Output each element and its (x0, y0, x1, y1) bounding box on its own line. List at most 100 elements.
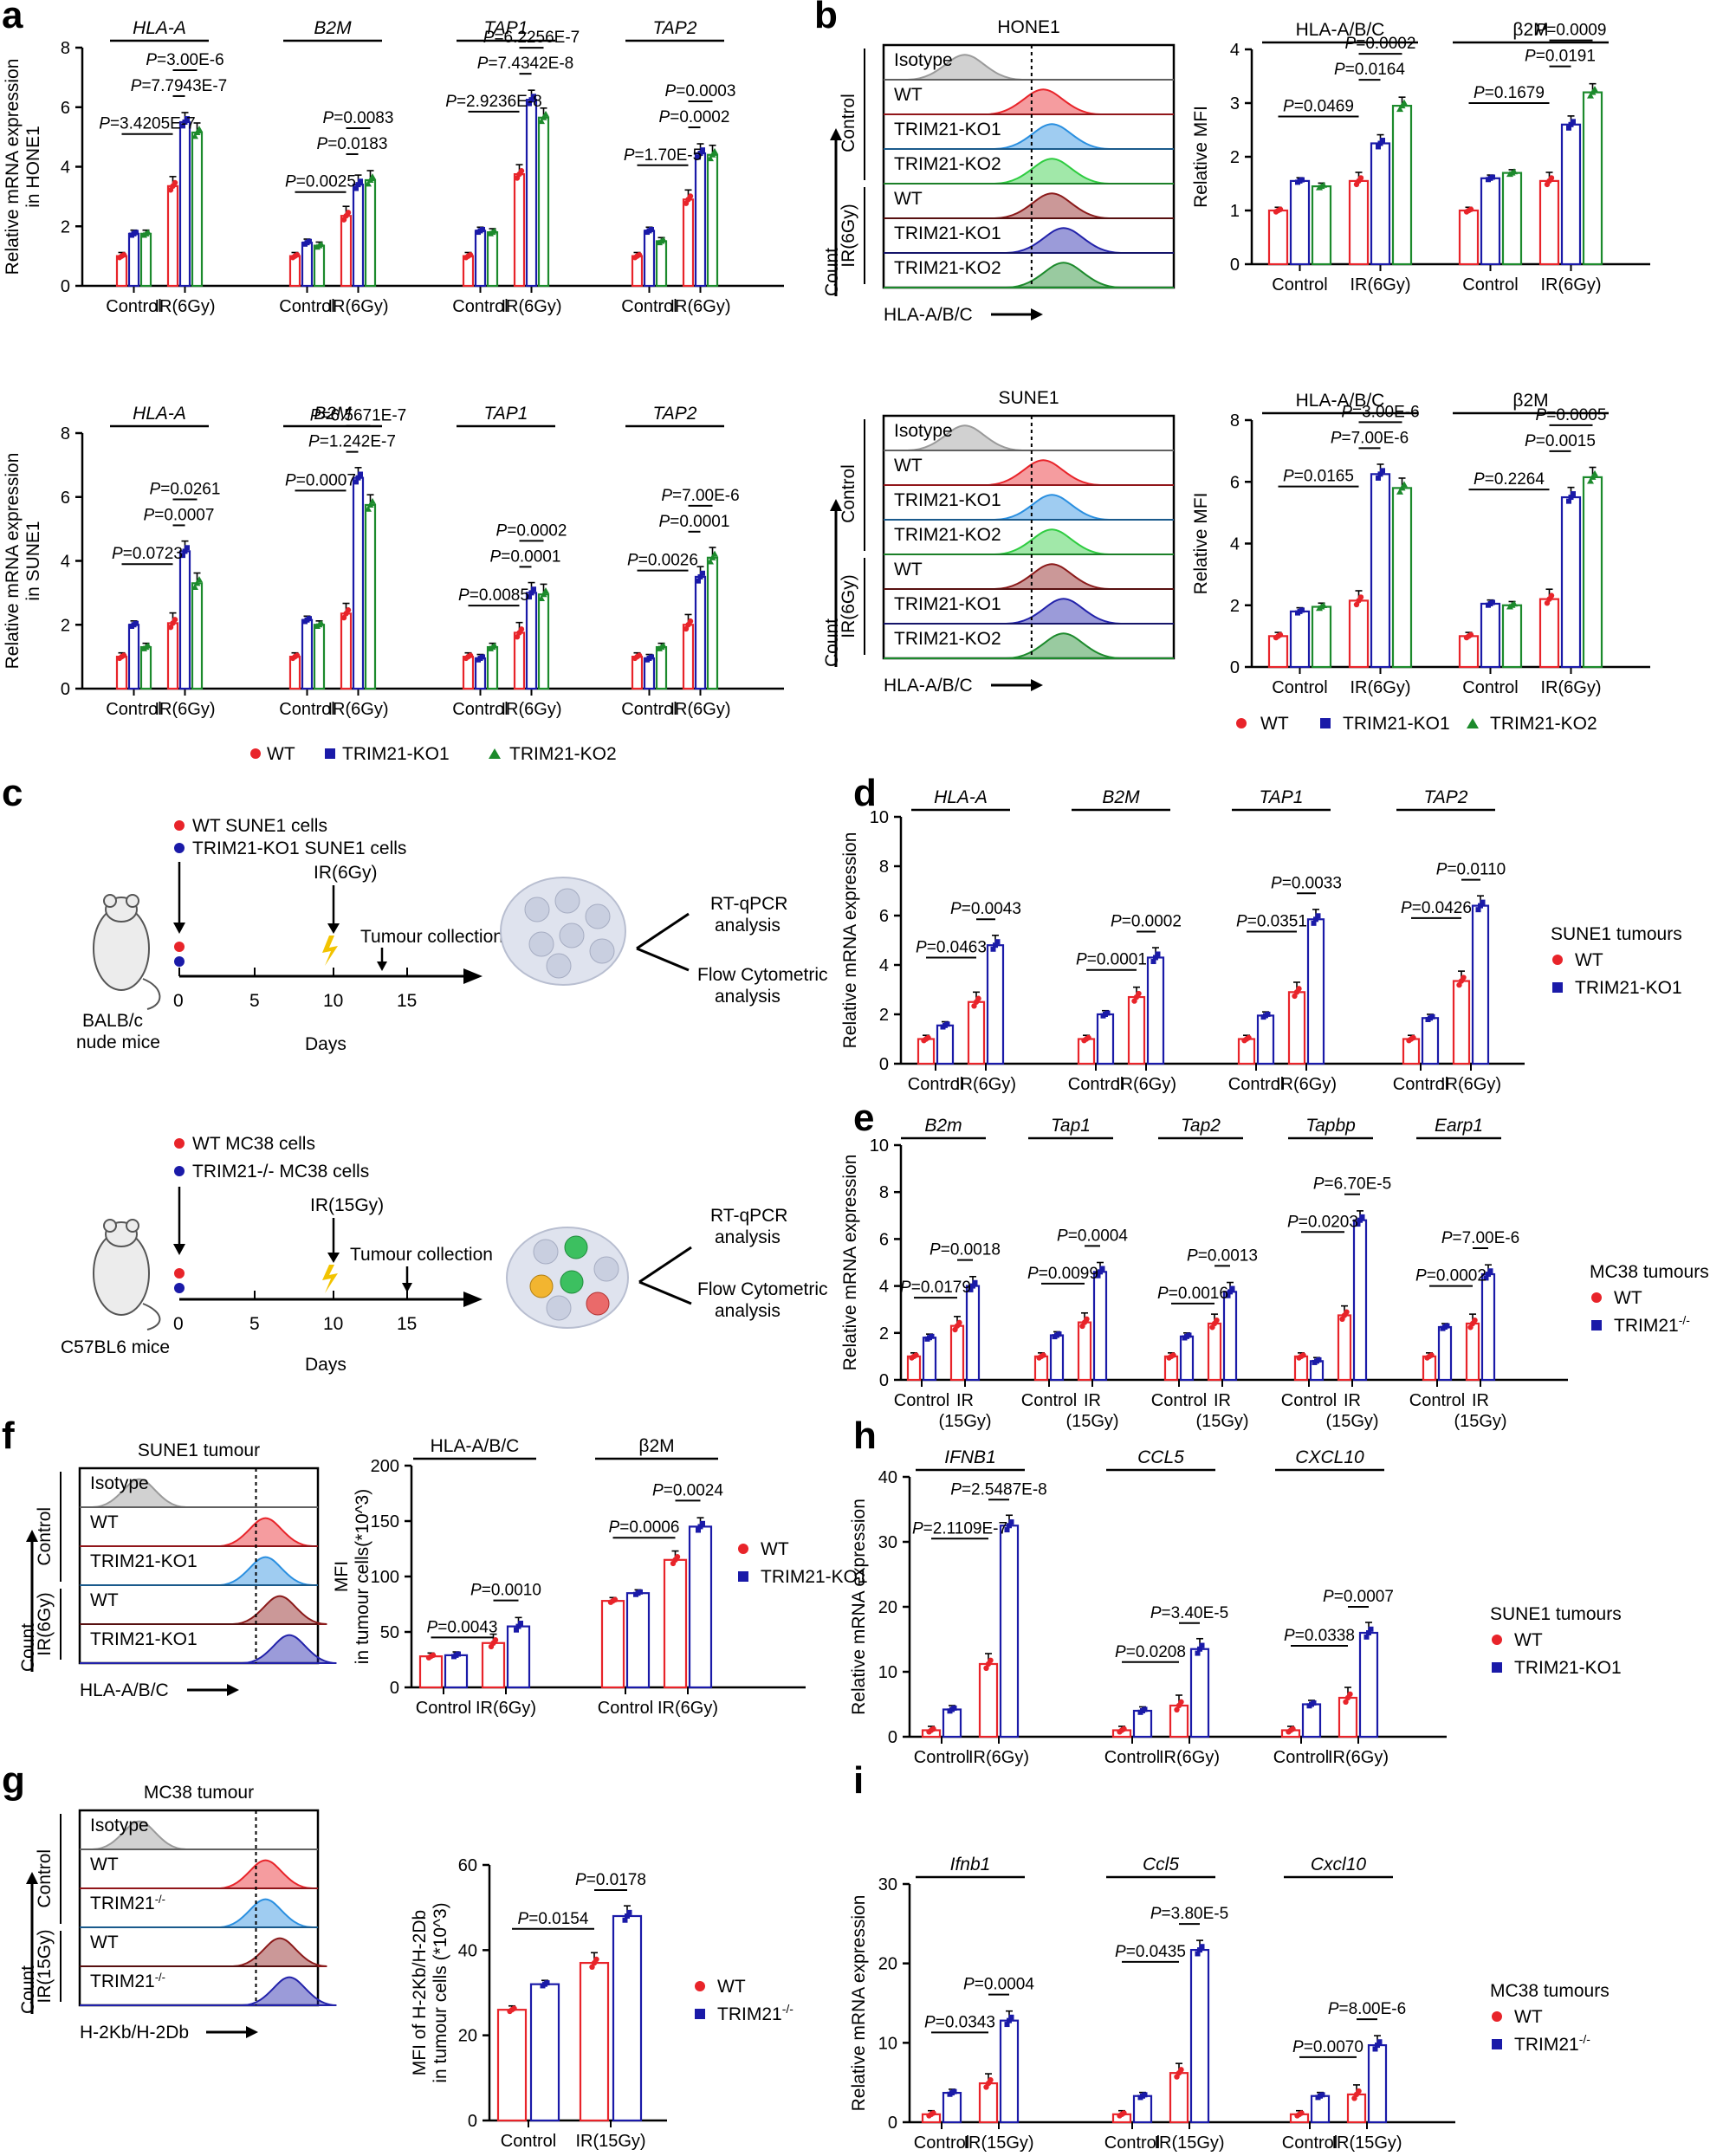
pvalue-bracket-wt-label: P=0.0469 (1283, 98, 1354, 116)
bar-wt (1465, 1322, 1480, 1382)
legend-marker (1552, 982, 1563, 993)
legend-marker (1552, 955, 1563, 965)
y-tick-label: 100 (371, 1568, 399, 1587)
x-group-label: IR(6Gy) (1328, 1748, 1389, 1767)
bar-wt (496, 2009, 528, 2122)
bar-trim21ko1 (999, 1525, 1020, 1738)
data-point (625, 1913, 630, 1919)
flow-row-label: WT (894, 456, 923, 476)
flow-row-label: Isotype (894, 50, 953, 70)
timeline-arrowhead-top (463, 968, 483, 984)
flow-histogram-curve (80, 1976, 337, 2006)
legend-b-wt-marker (1236, 718, 1247, 728)
data-point (1199, 1642, 1205, 1648)
y-tick-label: 20 (458, 2027, 477, 2046)
pvalue-bracket-ko1-label: P=0.0110 (1436, 861, 1506, 879)
data-point (365, 180, 372, 187)
timeline-tick-10-b: 10 (323, 1314, 343, 1334)
pvalue-bracket-ko2-label: P=0.0009 (1536, 22, 1607, 40)
pvalue-bracket-ko1-label: P=0.0015 (1525, 432, 1596, 450)
data-point (196, 576, 203, 583)
pvalue-bracket-wt-label: P=0.0723 (112, 545, 183, 563)
data-point (1571, 491, 1576, 497)
x-group-label: IR(6Gy) (1116, 1075, 1176, 1094)
data-point (944, 1021, 950, 1027)
y-axis-label: Relative mRNA expression (840, 832, 860, 1049)
legend-ko-mc38-dot (174, 1166, 185, 1176)
data-point (660, 642, 667, 649)
y-tick-label: 2 (1230, 148, 1240, 167)
legend-ko2-label: TRIM21-KO2 (509, 744, 617, 764)
flow-histogram-curve (884, 262, 1174, 288)
pvalue-bracket-ko2-label: P=6.5671E-7 (310, 407, 406, 425)
data-point (700, 147, 705, 153)
legend-wt-mc38-label: WT MC38 cells (192, 1134, 315, 1154)
legend-label: TRIM21-/- (1514, 2032, 1590, 2055)
y-axis-label: Relative mRNA expression in SUNE1 (3, 453, 43, 670)
data-point (366, 501, 374, 508)
pvalue-bracket-wt-label: P=0.0085 (458, 586, 529, 605)
pvalue-bracket-ko1-label: P=7.00E-6 (1331, 429, 1409, 447)
bar-trim21ko1 (1189, 1648, 1210, 1738)
bar-wt (481, 1641, 506, 1689)
data-point (994, 939, 1001, 945)
bar-wt (906, 1355, 922, 1382)
data-point (480, 654, 485, 660)
data-point (1008, 2014, 1014, 2020)
y-axis-label: MFI of H-2Kb/H-2Db in tumour cells (*10^3… (410, 1902, 450, 2082)
data-point (518, 1621, 523, 1627)
bar-wt (631, 255, 644, 288)
bar-trim21 (942, 2091, 962, 2124)
bar-wt (166, 185, 179, 288)
bar-trim21ko2 (1391, 104, 1413, 266)
bar-trim21ko2 (706, 556, 719, 690)
data-point (1428, 1352, 1435, 1358)
gene-header-label: CCL5 (1137, 1447, 1184, 1467)
pvalue-bracket-ko1-label: P=3.80E-5 (1150, 1905, 1228, 1923)
data-point (1357, 1217, 1363, 1223)
y-tick-label: 10 (878, 2034, 897, 2053)
data-point (1095, 1272, 1101, 1279)
data-point (193, 579, 201, 586)
data-point (1486, 1272, 1491, 1278)
x-group-label: IR(6Gy) (955, 1075, 1016, 1094)
bar-wt (1538, 598, 1560, 669)
data-point (345, 210, 352, 216)
data-point (355, 475, 361, 481)
injection-arrowhead-bottom (173, 1244, 185, 1255)
x-group-label: Control (279, 700, 334, 719)
gene-header-label: Tap2 (1181, 1116, 1221, 1136)
y-tick-label: 40 (458, 1941, 477, 1960)
panel-letter-e: e (853, 1097, 874, 1139)
bar-trim21ko2 (1311, 605, 1332, 669)
data-point (1277, 631, 1284, 638)
bar-wt (288, 255, 301, 288)
data-point (626, 1909, 632, 1915)
bar-trim21ko1 (936, 1024, 955, 1065)
pvalue-bracket-ko1-label: P=0.0002 (659, 108, 730, 126)
flow-title: MC38 tumour (144, 1783, 254, 1803)
ir-label: IR(6Gy) (839, 574, 858, 638)
bar-wt (682, 624, 695, 690)
data-point (1320, 181, 1327, 188)
flow-row-label: TRIM21-KO1 (90, 1551, 198, 1571)
data-point (538, 594, 545, 601)
output-qpcr-label: RT-qPCR (710, 894, 787, 914)
timeline-tick-0: 0 (173, 991, 184, 1011)
data-point (1571, 119, 1576, 125)
count-axis-label: Count (18, 1965, 38, 2014)
data-point (683, 625, 690, 632)
panel-letter-a: a (2, 0, 23, 36)
data-point (622, 1917, 628, 1923)
data-point (1007, 2017, 1012, 2023)
flow-row-label: WT (90, 1590, 119, 1610)
data-point (1178, 1699, 1184, 1706)
flow-histogram-curve (884, 123, 1174, 150)
schematic-c-top: WT SUNE1 cells TRIM21-KO1 SUNE1 cells 0 … (76, 816, 828, 1054)
flow-title: SUNE1 tumour (138, 1441, 260, 1460)
pvalue-bracket-wt-label: P=2.1109E-7 (912, 1519, 1007, 1538)
x-group-label: IR(6Gy) (1541, 678, 1602, 697)
x-group-label: IR(6Gy) (155, 700, 216, 719)
data-point (709, 151, 716, 158)
data-point (542, 587, 549, 594)
